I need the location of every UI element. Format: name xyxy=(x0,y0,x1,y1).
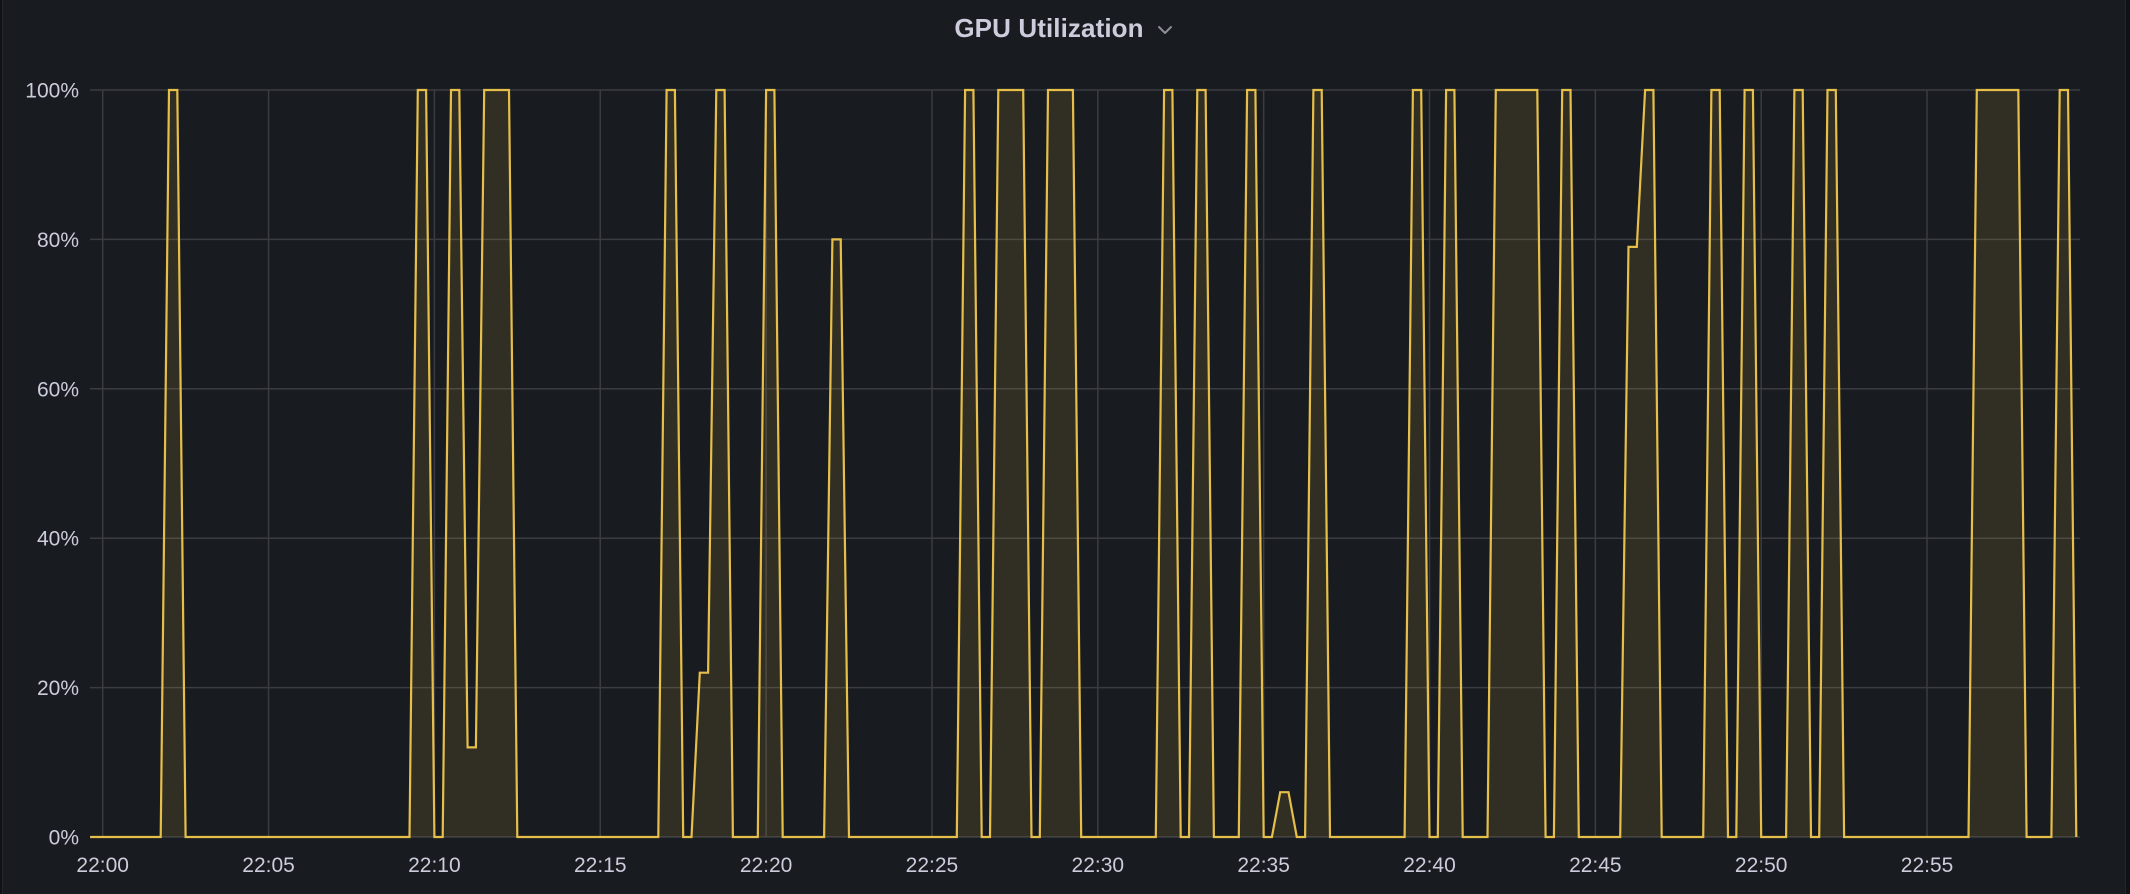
x-tick-label: 22:50 xyxy=(1735,854,1788,877)
x-tick-label: 22:00 xyxy=(76,854,129,877)
x-tick-label: 22:10 xyxy=(408,854,461,877)
x-tick-label: 22:40 xyxy=(1403,854,1456,877)
y-tick-label: 80% xyxy=(37,229,79,252)
series-line[interactable] xyxy=(90,88,2078,839)
grid-lines xyxy=(90,89,2080,838)
x-tick-label: 22:35 xyxy=(1237,854,1290,877)
y-tick-label: 100% xyxy=(25,80,79,103)
x-tick-label: 22:30 xyxy=(1072,854,1125,877)
y-tick-label: 0% xyxy=(49,827,79,850)
y-tick-label: 60% xyxy=(37,378,79,401)
series-area-fill xyxy=(90,90,2077,837)
x-tick-label: 22:05 xyxy=(242,854,295,877)
x-tick-label: 22:20 xyxy=(740,854,793,877)
panel-title[interactable]: GPU Utilization xyxy=(954,12,1144,43)
x-axis: 22:00 22:05 22:10 22:15 22:20 22:25 22:30 22:35… xyxy=(76,854,1953,877)
y-tick-label: 20% xyxy=(37,677,79,700)
x-tick-label: 22:55 xyxy=(1901,854,1954,877)
x-tick-label: 22:45 xyxy=(1569,854,1622,877)
y-axis: 0% 20% 40% 60% 80% 100% xyxy=(25,80,79,850)
x-tick-label: 22:15 xyxy=(574,854,627,877)
x-tick-label: 22:25 xyxy=(906,854,959,877)
panel-header-menu[interactable]: GPU Utilization xyxy=(3,0,2125,56)
chevron-down-icon[interactable] xyxy=(1156,23,1174,37)
y-tick-label: 40% xyxy=(37,528,79,551)
